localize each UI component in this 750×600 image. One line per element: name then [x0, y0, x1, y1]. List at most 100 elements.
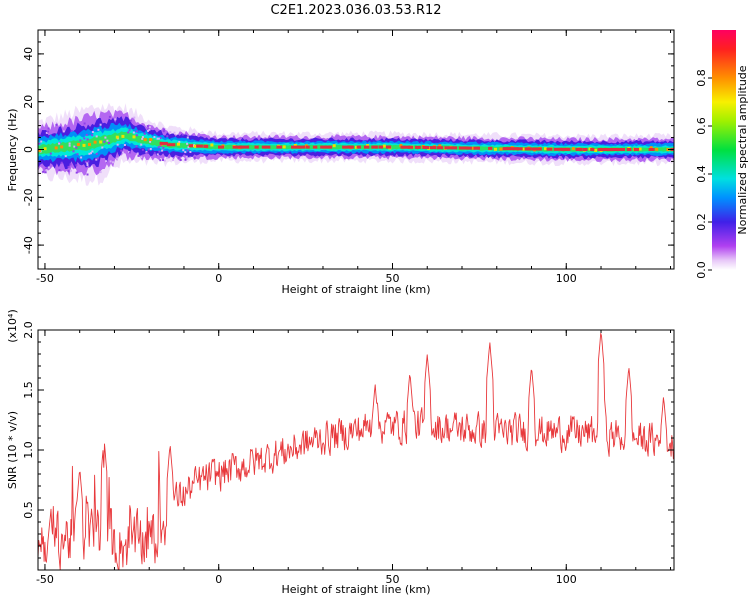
spectral-cell [494, 147, 497, 151]
y-tick-label: 20 [22, 95, 35, 109]
spectral-speck [45, 131, 48, 134]
spectral-core [239, 145, 250, 149]
spectral-core [502, 147, 511, 151]
spectral-cell [655, 147, 659, 151]
spectral-core [232, 145, 243, 149]
spectral-cell [82, 143, 86, 147]
colorbar: 0.0 0.2 0.4 0.6 0.8 Normalized spectral ampl… [695, 30, 749, 279]
spectral-speck [148, 128, 151, 131]
spectral-core [429, 146, 437, 150]
spectral-speck [189, 151, 192, 153]
spectral-speck [163, 159, 166, 162]
spectral-core [561, 147, 571, 151]
spectral-speck [186, 142, 189, 145]
chart-title: C2E1.2023.036.03.53.R12 [270, 3, 441, 18]
spectral-speck [86, 138, 89, 141]
spectral-speck [141, 137, 144, 140]
spectral-speck [135, 145, 138, 148]
spectral-speck [186, 157, 189, 160]
spectral-cell [521, 147, 525, 151]
spectral-core [619, 148, 625, 151]
spectral-speck [127, 131, 130, 134]
spectral-cell [93, 140, 97, 144]
spectral-speck [105, 160, 107, 163]
x-tick-label: 100 [556, 573, 577, 586]
spectral-cell [132, 135, 136, 139]
spectral-speck [169, 131, 172, 134]
spectrogram-y-label: Frequency (Hz) [6, 109, 19, 192]
spectral-speck [166, 157, 169, 160]
spectral-cell [355, 145, 358, 149]
spectral-cell [121, 134, 125, 138]
spectral-speck [112, 161, 114, 164]
spectral-speck [135, 134, 138, 137]
spectral-core [626, 148, 632, 151]
spectral-speck [173, 131, 176, 134]
colorbar-tick-label: 0.2 [695, 213, 708, 231]
colorbar-label: Normalized spectral amplitude [736, 65, 749, 234]
spectral-speck [141, 136, 144, 138]
spectral-core [582, 148, 588, 151]
spectral-speck [136, 152, 139, 155]
snr-panel: -50 0 50 100 0.5 1.0 1.5 2.0 Height of straigh… [6, 309, 675, 596]
spectral-core [312, 145, 318, 149]
spectral-band-3 [38, 122, 674, 163]
spectral-cell [399, 144, 403, 148]
y-tick-label: 0.5 [22, 501, 35, 519]
spectral-cell [43, 147, 47, 151]
spectral-core [531, 147, 542, 151]
spectral-speck [146, 125, 149, 128]
spectral-cell [282, 145, 286, 149]
colorbar-tick-label: 0.0 [695, 261, 708, 279]
spectral-core [349, 145, 354, 149]
spectral-speck [104, 136, 107, 139]
spectral-speck [157, 146, 160, 149]
spectral-speck [153, 152, 156, 155]
spectral-speck [55, 123, 58, 126]
spectral-core [320, 145, 329, 149]
spectral-core [407, 145, 414, 149]
colorbar-gradient [712, 30, 736, 270]
spectral-core [400, 145, 410, 149]
spectral-cell [499, 147, 503, 151]
spectral-cell [382, 144, 386, 148]
spectral-speck [47, 127, 50, 130]
spectral-speck [129, 119, 132, 122]
spectral-speck [162, 159, 164, 161]
spectral-cell [177, 142, 180, 146]
spectral-speck [186, 136, 189, 139]
y-tick-label: 0 [22, 146, 35, 153]
spectral-cell [666, 148, 670, 152]
x-tick-label: 0 [215, 573, 222, 586]
spectral-speck [147, 148, 150, 151]
spectral-core [159, 141, 168, 145]
spectral-speck [109, 160, 112, 163]
spectral-speck [156, 137, 159, 140]
spectral-cell [638, 147, 642, 151]
spectral-speck [69, 163, 72, 166]
spectral-core [196, 144, 203, 148]
spectral-speck [158, 150, 161, 153]
spectral-speck [99, 123, 102, 126]
x-tick-label: 100 [556, 272, 577, 285]
spectral-core [466, 146, 472, 150]
spectral-cell [571, 147, 575, 151]
spectral-cell [54, 146, 58, 150]
spectral-speck [97, 128, 100, 131]
spectral-speck [157, 137, 160, 140]
spectral-core [575, 148, 583, 151]
spectral-core [166, 143, 176, 147]
spectral-cell [588, 147, 592, 151]
spectral-speck [91, 131, 94, 133]
spectral-speck [128, 129, 131, 132]
spectral-speck [184, 158, 187, 161]
spectral-speck [86, 164, 89, 166]
spectral-cell [38, 148, 41, 152]
spectrogram-panel: -50 0 50 100 -40 -20 0 20 40 Height of straight… [6, 29, 675, 296]
spectral-speck [76, 153, 79, 156]
spectral-cell [649, 146, 653, 150]
spectral-cell [594, 148, 598, 152]
spectral-core [488, 146, 493, 150]
spectral-speck [193, 156, 196, 159]
spectral-core [634, 148, 640, 151]
